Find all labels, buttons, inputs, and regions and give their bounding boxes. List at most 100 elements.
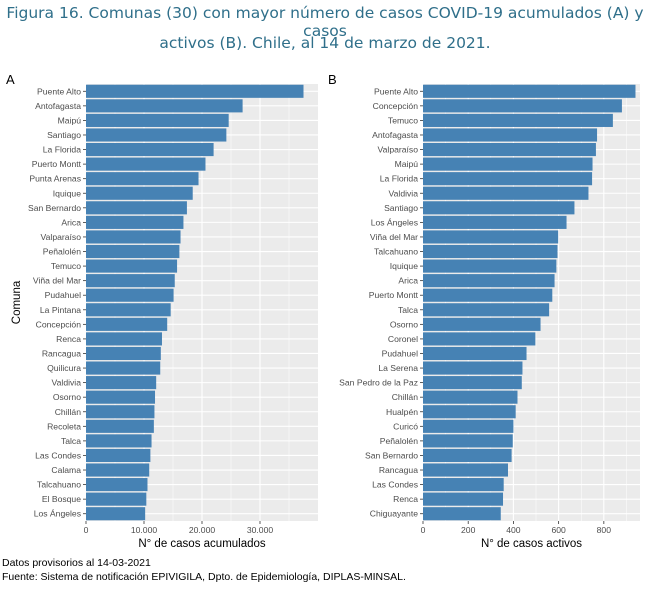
category-label-a: Chillán bbox=[55, 407, 81, 417]
category-label-b: Iquique bbox=[390, 261, 418, 271]
bar-b bbox=[423, 274, 555, 288]
bar-a bbox=[86, 230, 181, 244]
category-label-b: Puente Alto bbox=[374, 86, 418, 96]
category-label-a: San Bernardo bbox=[28, 203, 81, 213]
bar-b bbox=[423, 186, 589, 200]
category-label-a: Los Ángeles bbox=[34, 509, 81, 519]
bar-a bbox=[86, 157, 206, 171]
panel-a-letter: A bbox=[6, 72, 15, 87]
bar-b bbox=[423, 361, 523, 375]
bar-b bbox=[423, 346, 527, 361]
figure-title-line-1: Figura 16. Comunas (30) con mayor número… bbox=[6, 4, 644, 40]
category-label-b: Valdivia bbox=[389, 188, 419, 198]
bar-b bbox=[423, 113, 613, 127]
bar-a bbox=[86, 84, 304, 98]
category-label-a: Puerto Montt bbox=[32, 159, 82, 169]
x-tick-label-a: 10.000 bbox=[131, 525, 158, 535]
y-axis-title-a: Comuna bbox=[11, 280, 23, 324]
bar-b bbox=[423, 128, 598, 142]
category-label-a: Puente Alto bbox=[37, 86, 81, 96]
category-label-b: Santiago bbox=[384, 203, 418, 213]
bar-b bbox=[423, 142, 596, 157]
bar-a bbox=[86, 448, 151, 463]
category-label-b: Maipú bbox=[395, 159, 419, 169]
x-tick-label-b: 600 bbox=[551, 525, 566, 535]
bar-a bbox=[86, 128, 227, 142]
bar-a bbox=[86, 390, 156, 404]
bar-b bbox=[423, 157, 593, 171]
category-label-a: Talca bbox=[61, 436, 81, 446]
x-axis-title-a: N° de casos acumulados bbox=[138, 538, 266, 550]
category-label-b: Concepción bbox=[373, 101, 419, 111]
bar-b bbox=[423, 478, 504, 492]
bar-a bbox=[86, 376, 157, 390]
category-label-a: Iquique bbox=[53, 188, 81, 198]
category-label-b: La Serena bbox=[378, 363, 418, 373]
category-label-a: Pudahuel bbox=[45, 290, 81, 300]
bar-b bbox=[423, 332, 536, 346]
bar-b bbox=[423, 84, 636, 98]
bar-b bbox=[423, 230, 559, 244]
category-label-b: Osorno bbox=[390, 319, 418, 329]
category-label-a: Temuco bbox=[51, 261, 81, 271]
bar-b bbox=[423, 244, 558, 259]
chart-panel-b: Puente Alto Concepción Temuco Antofagasta Va… bbox=[339, 84, 640, 550]
bar-a bbox=[86, 113, 229, 127]
bar-a bbox=[86, 332, 162, 346]
category-label-b: Peñalolén bbox=[380, 436, 418, 446]
bar-b bbox=[423, 303, 550, 317]
category-label-b: Viña del Mar bbox=[370, 232, 418, 242]
bar-a bbox=[86, 215, 184, 229]
category-label-b: Antofagasta bbox=[372, 130, 418, 140]
category-label-b: Coronel bbox=[388, 334, 418, 344]
x-tick-label-b: 200 bbox=[461, 525, 476, 535]
x-tick-label-b: 800 bbox=[597, 525, 612, 535]
category-label-b: Temuco bbox=[388, 115, 418, 125]
category-label-a: Quilicura bbox=[47, 363, 81, 373]
bar-a bbox=[86, 361, 161, 375]
bar-a bbox=[86, 201, 187, 215]
category-label-b: Talcahuano bbox=[374, 247, 418, 257]
bar-b bbox=[423, 201, 575, 215]
bar-b bbox=[423, 259, 557, 273]
bar-a bbox=[86, 274, 175, 288]
category-label-a: Valdivia bbox=[52, 378, 82, 388]
category-label-b: Puerto Montt bbox=[369, 290, 419, 300]
x-tick-label-b: 0 bbox=[421, 525, 426, 535]
category-label-b: Valparaíso bbox=[378, 145, 419, 155]
category-label-b: Pudahuel bbox=[382, 348, 418, 358]
bar-a bbox=[86, 463, 150, 477]
bar-a bbox=[86, 99, 243, 113]
bar-a bbox=[86, 142, 214, 157]
category-label-b: Arica bbox=[398, 276, 418, 286]
footnote-source: Fuente: Sistema de notificación EPIVIGIL… bbox=[2, 571, 406, 583]
category-label-a: Recoleta bbox=[47, 421, 81, 431]
bar-b bbox=[423, 215, 567, 229]
bar-a bbox=[86, 172, 199, 186]
bar-b bbox=[423, 288, 553, 302]
category-label-a: La Florida bbox=[43, 145, 81, 155]
category-label-a: Renca bbox=[56, 334, 81, 344]
bar-a bbox=[86, 303, 171, 317]
category-label-b: Talca bbox=[398, 305, 418, 315]
bar-b bbox=[423, 434, 513, 448]
category-label-a: Viña del Mar bbox=[33, 276, 81, 286]
category-label-b: Rancagua bbox=[379, 465, 418, 475]
x-axis-title-b: N° de casos activos bbox=[481, 538, 582, 550]
category-label-b: Chiguayante bbox=[370, 509, 418, 519]
category-label-b: Las Condes bbox=[372, 480, 418, 490]
x-tick-label-a: 30.000 bbox=[247, 525, 274, 535]
footnote-data-date: Datos provisorios al 14-03-2021 bbox=[2, 557, 151, 569]
x-tick-label-a: 20.000 bbox=[189, 525, 216, 535]
category-label-a: Las Condes bbox=[35, 450, 81, 460]
bar-a bbox=[86, 419, 154, 433]
category-label-b: La Florida bbox=[380, 174, 418, 184]
bar-b bbox=[423, 99, 622, 113]
category-label-a: Arica bbox=[61, 217, 81, 227]
bar-b bbox=[423, 376, 522, 390]
category-label-a: Valparaíso bbox=[41, 232, 82, 242]
bar-b bbox=[423, 390, 518, 404]
bar-b bbox=[423, 448, 512, 463]
bar-a bbox=[86, 492, 147, 506]
